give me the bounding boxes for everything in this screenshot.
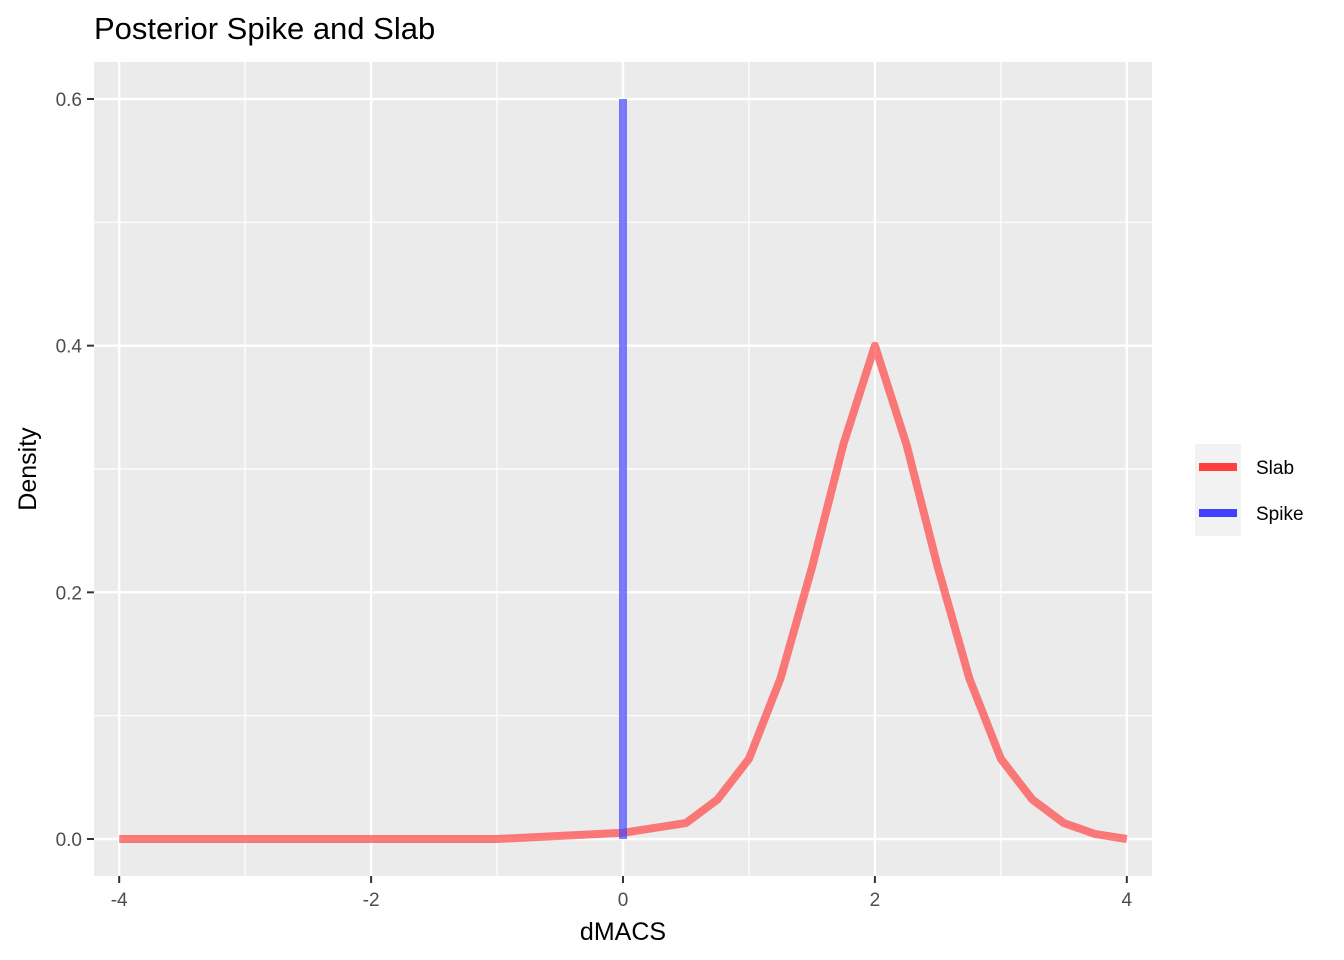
series-line-slab (119, 341, 1128, 843)
y-tick-label: 0.0 (56, 830, 82, 851)
series-layer (119, 99, 1128, 843)
y-tick-label: 0.6 (56, 90, 82, 111)
legend-background (1195, 444, 1241, 536)
x-tick-label: 4 (1122, 890, 1133, 911)
y-tick-label: 0.4 (56, 337, 83, 358)
y-axis-label: Density (14, 427, 42, 511)
chart-title: Posterior Spike and Slab (94, 11, 435, 46)
x-tick-label: 2 (870, 890, 881, 911)
x-axis-label: dMACS (580, 918, 666, 946)
y-tick-label: 0.2 (56, 583, 82, 604)
legend: Slab Spike (1195, 444, 1304, 536)
x-tick-label: -2 (363, 890, 380, 911)
axes: -4 -2 0 2 4 0.0 0.2 0.4 0.6 (56, 90, 1133, 911)
legend-label-slab: Slab (1256, 458, 1294, 479)
legend-label-spike: Spike (1256, 504, 1304, 525)
x-tick-label: -4 (111, 890, 128, 911)
x-tick-label: 0 (618, 890, 629, 911)
